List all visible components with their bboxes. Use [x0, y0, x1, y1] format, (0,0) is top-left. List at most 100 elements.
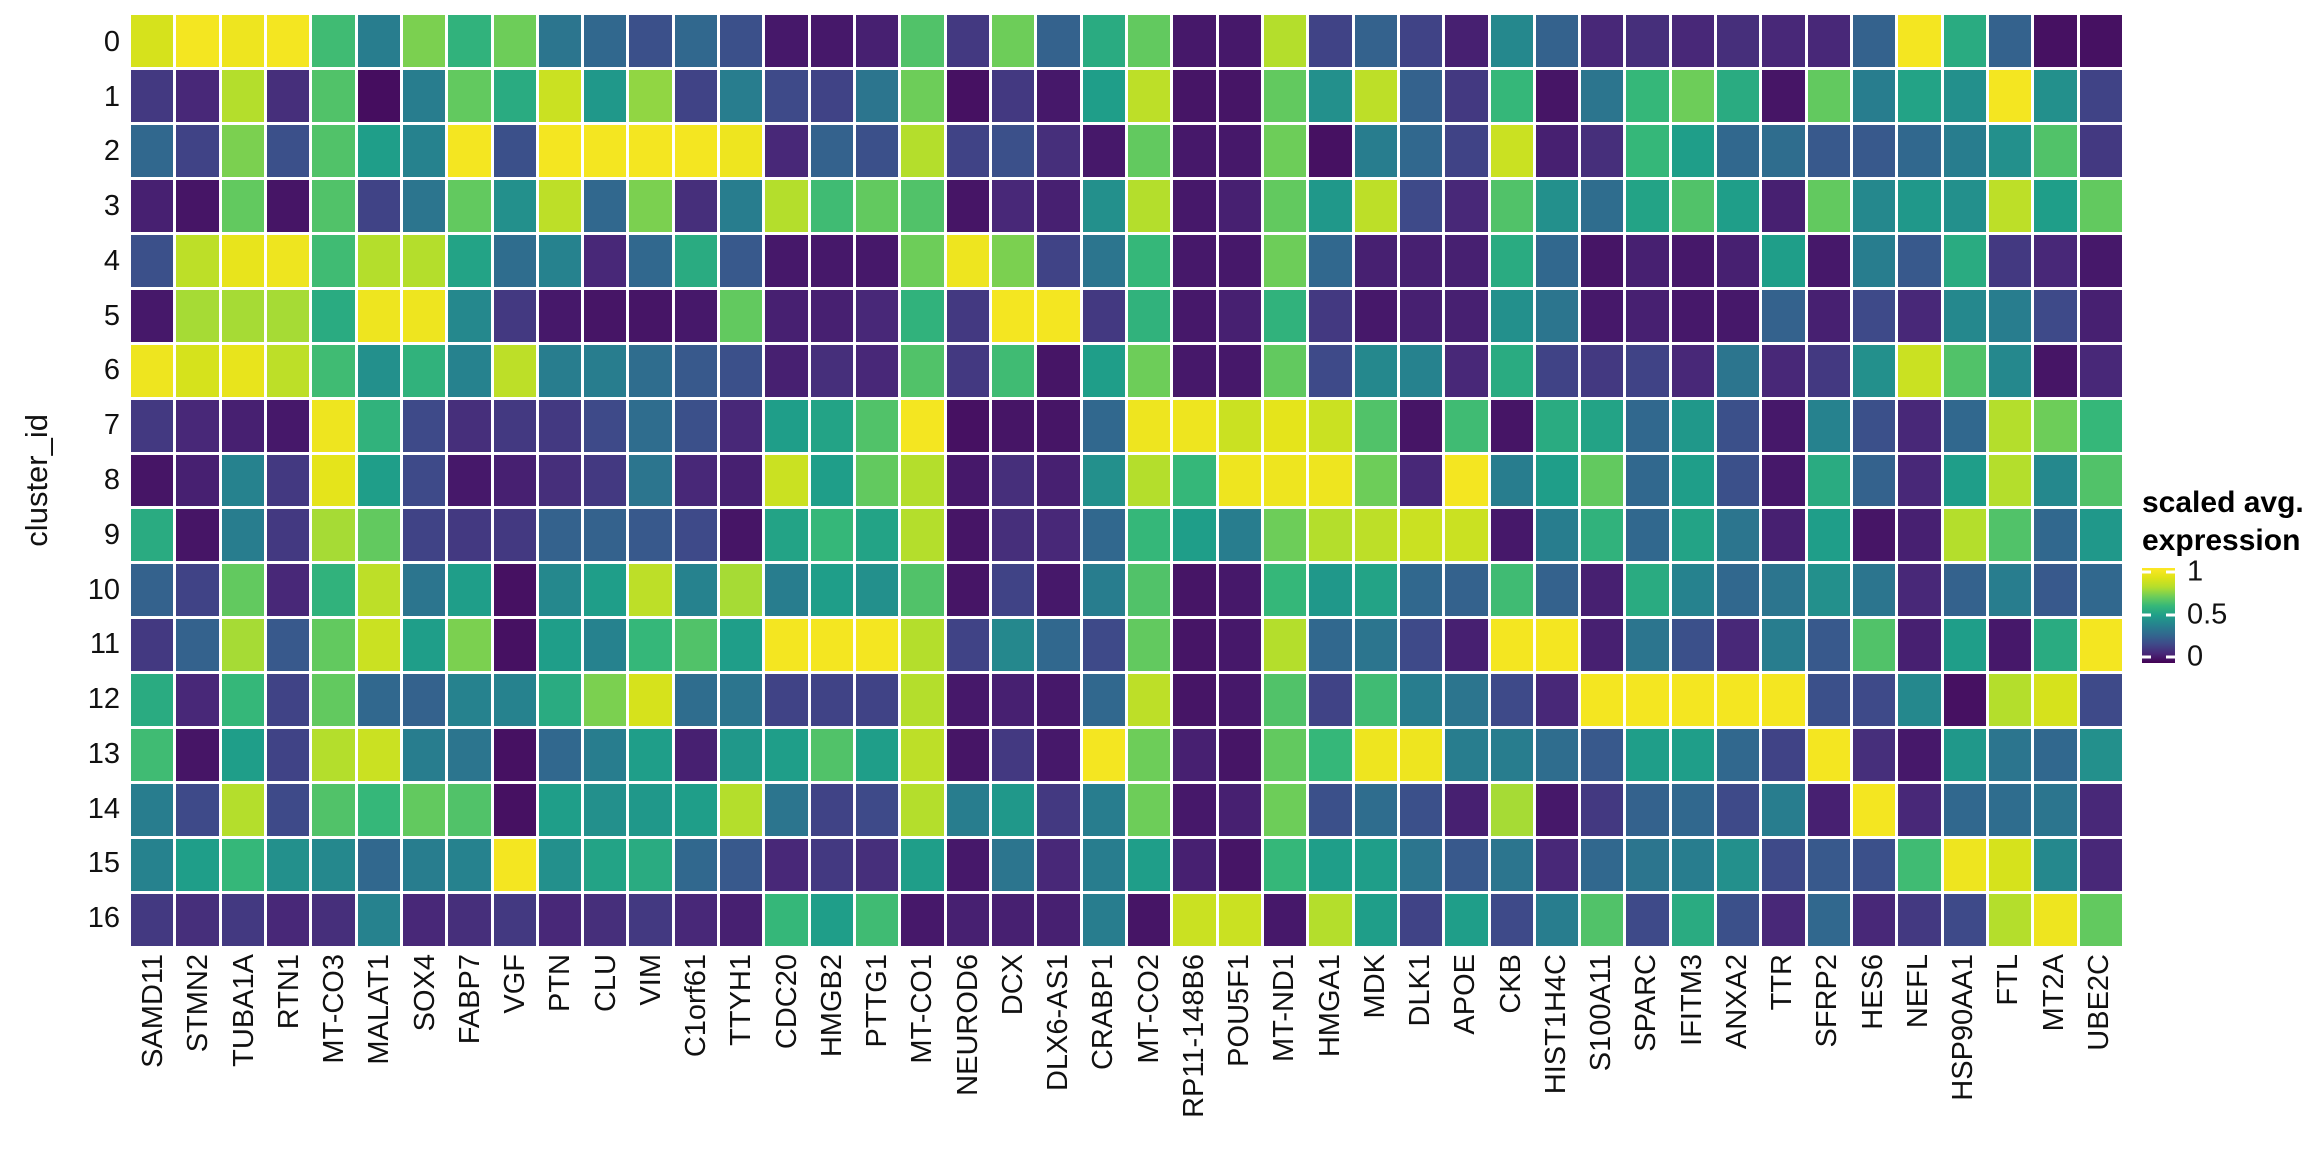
- heatmap-cell: [1037, 619, 1080, 672]
- heatmap-cell: [2034, 179, 2077, 232]
- heatmap-cell: [2079, 15, 2122, 67]
- heatmap-cell: [720, 234, 763, 287]
- heatmap-cell: [1445, 124, 1488, 177]
- heatmap-cell: [1989, 179, 2032, 232]
- heatmap-cell: [1717, 674, 1760, 727]
- legend-tick-label: 0: [2187, 640, 2204, 673]
- heatmap-cell: [674, 509, 718, 562]
- heatmap-cell: [946, 399, 990, 452]
- heatmap-cell: [538, 894, 582, 946]
- heatmap-cell: [1943, 894, 1987, 946]
- heatmap-cell: [946, 454, 990, 507]
- heatmap-cell: [1717, 179, 1760, 232]
- heatmap-cell: [1127, 619, 1171, 672]
- heatmap-cell: [1671, 454, 1715, 507]
- heatmap-cell: [856, 344, 899, 397]
- heatmap-cell: [357, 784, 400, 837]
- heatmap-cell: [1037, 124, 1080, 177]
- heatmap-cell: [493, 454, 536, 507]
- heatmap-cell: [1445, 784, 1488, 837]
- x-tick-label: HSP90AA1: [1947, 954, 1980, 1101]
- heatmap-cell: [221, 234, 264, 287]
- heatmap-cell: [1762, 344, 1805, 397]
- heatmap-cell: [992, 69, 1035, 122]
- heatmap-cell: [538, 564, 582, 617]
- heatmap-cell: [1218, 399, 1261, 452]
- heatmap-cell: [674, 399, 718, 452]
- legend-tick-mark: [2142, 655, 2151, 659]
- heatmap-cell: [856, 69, 899, 122]
- heatmap-cell: [131, 564, 174, 617]
- heatmap-cell: [765, 784, 808, 837]
- heatmap-cell: [266, 15, 310, 67]
- heatmap-cell: [402, 839, 446, 892]
- heatmap-cell: [901, 729, 944, 782]
- heatmap-cell: [1989, 839, 2032, 892]
- heatmap-cell: [176, 399, 219, 452]
- heatmap-cell: [1898, 15, 1941, 67]
- heatmap-cell: [1309, 894, 1352, 946]
- heatmap-cell: [1173, 619, 1216, 672]
- heatmap-cell: [1853, 509, 1896, 562]
- heatmap-cell: [992, 344, 1035, 397]
- heatmap-cell: [402, 619, 446, 672]
- heatmap-cell: [629, 15, 672, 67]
- heatmap-cell: [2079, 674, 2122, 727]
- heatmap-cell: [1490, 15, 1533, 67]
- heatmap-cell: [720, 894, 763, 946]
- x-tick-label: SOX4: [408, 954, 441, 1032]
- heatmap-cell: [1082, 729, 1125, 782]
- heatmap-cell: [1173, 289, 1216, 342]
- heatmap-cell: [266, 509, 310, 562]
- heatmap-cell: [1898, 839, 1941, 892]
- x-tick-label: VIM: [634, 954, 667, 1006]
- heatmap-cell: [674, 839, 718, 892]
- heatmap-cell: [312, 509, 355, 562]
- heatmap-cell: [584, 234, 627, 287]
- heatmap-cell: [1535, 179, 1579, 232]
- x-tick-label: ANXA2: [1720, 954, 1753, 1050]
- heatmap-cell: [1535, 619, 1579, 672]
- heatmap-cell: [221, 344, 264, 397]
- heatmap-cell: [1898, 399, 1941, 452]
- heatmap-cell: [810, 15, 854, 67]
- heatmap-cell: [1762, 619, 1805, 672]
- heatmap-cell: [266, 454, 310, 507]
- heatmap-cell: [1309, 784, 1352, 837]
- heatmap-cell: [1943, 289, 1987, 342]
- heatmap-cell: [1853, 69, 1896, 122]
- heatmap-cell: [1263, 289, 1307, 342]
- heatmap-cell: [1218, 509, 1261, 562]
- x-tick-label: FTL: [1992, 954, 2025, 1006]
- heatmap-cell: [720, 619, 763, 672]
- y-tick-label: 10: [87, 573, 120, 606]
- heatmap-cell: [992, 674, 1035, 727]
- heatmap-cell: [1581, 124, 1624, 177]
- heatmap-cell: [584, 509, 627, 562]
- heatmap-cell: [1399, 234, 1443, 287]
- heatmap-cell: [992, 509, 1035, 562]
- heatmap-cell: [2034, 894, 2077, 946]
- heatmap-cell: [312, 454, 355, 507]
- heatmap-cell: [1943, 674, 1987, 727]
- heatmap-cell: [1807, 674, 1851, 727]
- heatmap-cell: [856, 15, 899, 67]
- heatmap-cell: [1535, 399, 1579, 452]
- heatmap-cell: [1037, 234, 1080, 287]
- x-tick-label: MT-CO1: [906, 954, 939, 1064]
- heatmap-cell: [1309, 124, 1352, 177]
- heatmap-cell: [1218, 69, 1261, 122]
- heatmap-cell: [1354, 674, 1397, 727]
- heatmap-cell: [131, 69, 174, 122]
- heatmap-cell: [1263, 619, 1307, 672]
- heatmap-cell: [901, 344, 944, 397]
- heatmap-cell: [992, 839, 1035, 892]
- heatmap-cell: [1581, 894, 1624, 946]
- heatmap-cell: [312, 839, 355, 892]
- x-tick-label: IFITM3: [1675, 954, 1708, 1046]
- heatmap-cell: [1354, 344, 1397, 397]
- heatmap-cell: [1898, 784, 1941, 837]
- heatmap-cell: [131, 454, 174, 507]
- heatmap-cell: [1807, 894, 1851, 946]
- heatmap-cell: [1082, 509, 1125, 562]
